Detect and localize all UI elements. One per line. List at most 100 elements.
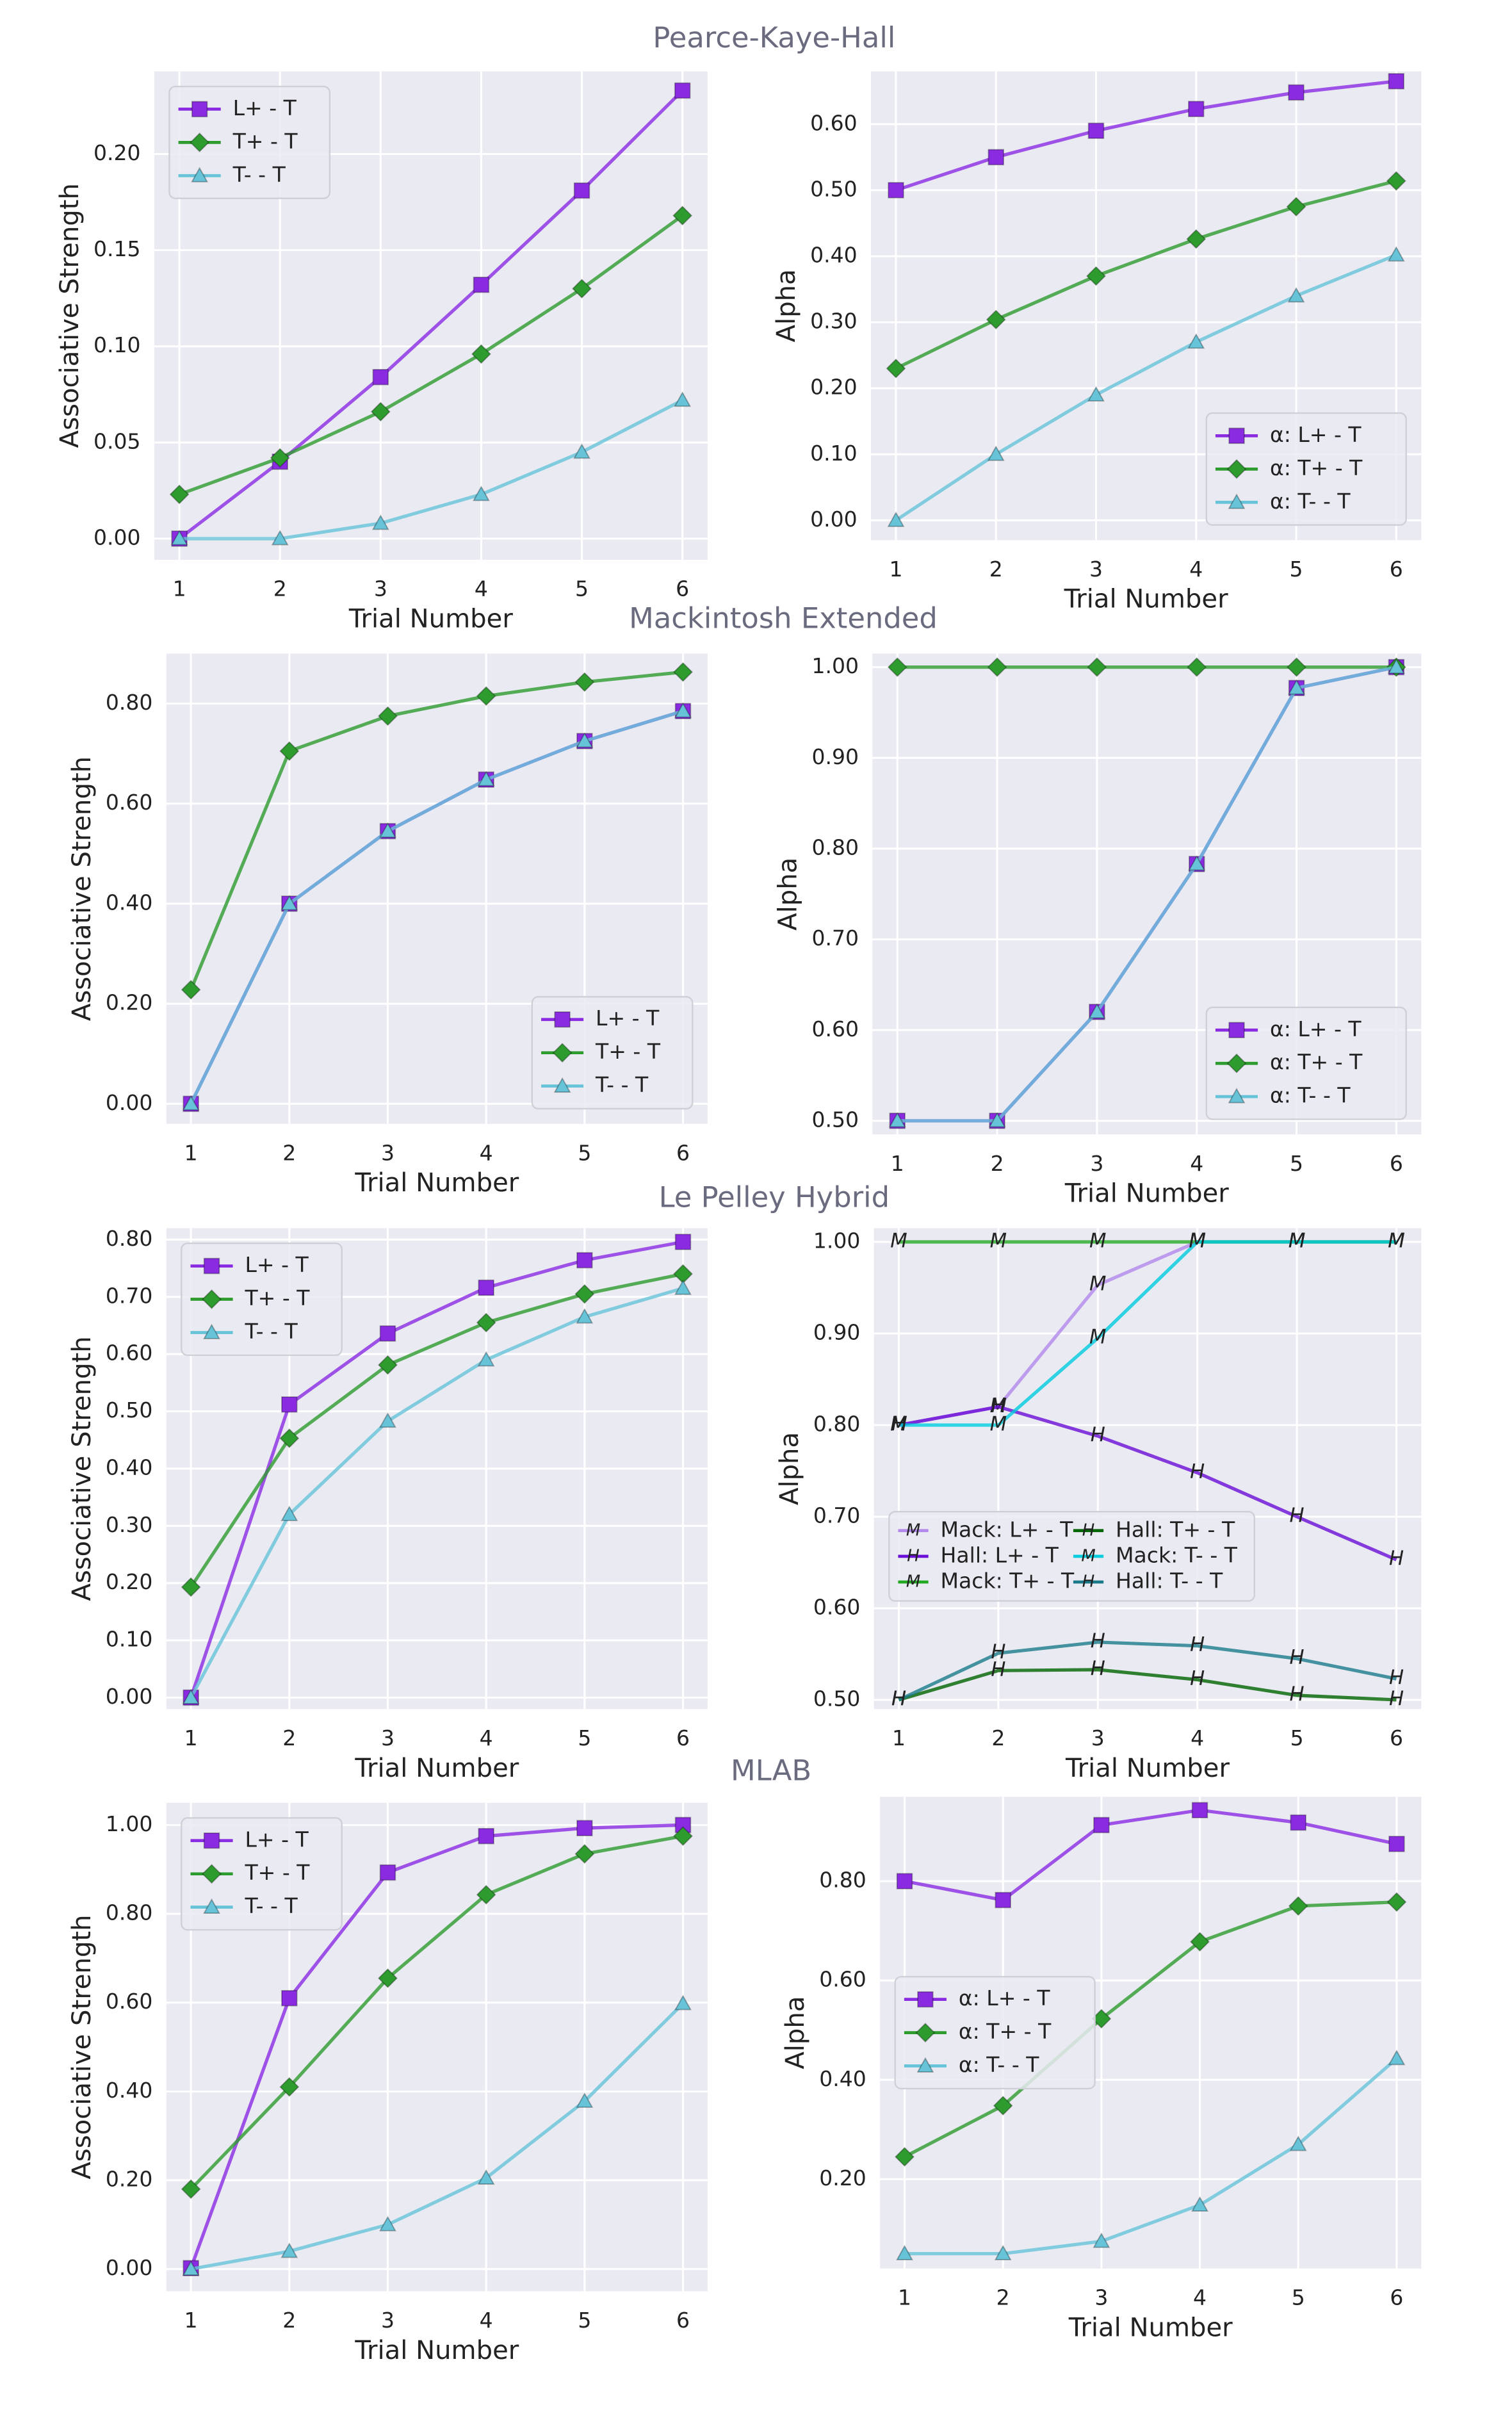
marker: M — [1388, 1230, 1404, 1253]
marker — [1086, 266, 1107, 286]
marker — [1187, 333, 1205, 349]
marker: H — [1082, 1521, 1095, 1540]
x-tick-label: 3 — [1090, 1151, 1103, 1176]
y-tick-label: 0.20 — [106, 1569, 153, 1594]
marker — [1188, 101, 1205, 117]
marker — [1228, 1022, 1245, 1039]
marker — [190, 132, 210, 152]
marker — [1388, 1836, 1405, 1852]
y-tick-label: 0.80 — [813, 1412, 861, 1437]
y-tick-label: 0.60 — [106, 790, 153, 815]
x-tick-label: 4 — [1190, 1151, 1203, 1176]
y-tick-label: 0.20 — [106, 2167, 153, 2192]
y-tick-label: 0.00 — [106, 1090, 153, 1115]
legend-box — [894, 1976, 1096, 2090]
x-tick-label: 4 — [480, 2308, 493, 2333]
x-tick-label: 5 — [1290, 1725, 1304, 1750]
marker — [1386, 171, 1406, 192]
marker — [202, 1289, 222, 1310]
series-line — [190, 1834, 683, 2190]
marker — [202, 1864, 222, 1884]
x-tick-label: 6 — [1390, 557, 1403, 582]
marker — [674, 702, 692, 718]
marker: H — [991, 1395, 1005, 1417]
series-line — [190, 2002, 685, 2271]
marker: M — [1288, 1230, 1305, 1253]
y-tick-label: 0.00 — [106, 1684, 153, 1709]
marker — [674, 391, 692, 407]
legend-label: L+ - T — [233, 95, 297, 120]
marker: H — [1091, 1658, 1105, 1680]
marker — [1228, 427, 1245, 444]
marker — [1289, 2135, 1307, 2151]
x-tick-label: 1 — [184, 2308, 198, 2333]
legend-label: α: L+ - T — [959, 1986, 1050, 2010]
y-tick-label: 0.80 — [106, 690, 153, 715]
marker — [672, 206, 693, 226]
marker — [1093, 2232, 1110, 2248]
x-tick-label: 1 — [173, 576, 186, 601]
x-tick-label: 6 — [676, 1140, 690, 1165]
legend-box — [181, 1817, 343, 1931]
marker — [477, 2169, 495, 2185]
x-tick-label: 3 — [381, 1725, 394, 1750]
y-tick-label: 0.50 — [811, 1107, 859, 1132]
x-axis-label: Trial Number — [1064, 1179, 1229, 1209]
marker — [674, 1279, 692, 1295]
legend-label: Mack: T- - T — [1116, 1542, 1238, 1567]
legend-label: α: L+ - T — [1270, 1016, 1362, 1041]
series-line — [189, 670, 683, 991]
legend-label: Mack: L+ - T — [941, 1517, 1074, 1542]
series-line — [179, 398, 683, 541]
marker — [895, 2146, 915, 2167]
legend-label: T+ - T — [244, 1860, 310, 1885]
legend-label: Hall: T+ - T — [1116, 1517, 1235, 1542]
marker — [379, 1325, 396, 1342]
x-tick-label: 5 — [575, 576, 589, 601]
marker — [203, 1898, 220, 1914]
marker — [1187, 657, 1207, 678]
x-axis-label: Trial Number — [354, 2336, 519, 2365]
x-tick-label: 4 — [1193, 2285, 1207, 2310]
series-line — [897, 665, 1397, 1123]
series-line — [895, 179, 1397, 370]
marker — [1228, 1088, 1246, 1104]
marker — [1088, 1003, 1106, 1019]
marker — [573, 443, 590, 459]
marker — [1093, 1816, 1110, 1834]
y-tick-label: 0.00 — [93, 525, 141, 550]
marker — [888, 182, 904, 199]
series-line — [189, 1272, 684, 1588]
marker — [181, 2179, 201, 2199]
legend-label: T- - T — [595, 1072, 649, 1097]
marker: H — [1389, 1548, 1404, 1570]
x-tick-label: 2 — [273, 576, 287, 601]
marker: H — [1091, 1424, 1105, 1447]
legend-label: α: T- - T — [1270, 489, 1351, 514]
y-tick-label: 0.15 — [93, 236, 141, 261]
marker — [370, 402, 391, 422]
marker: H — [1190, 1461, 1205, 1483]
y-tick-label: 0.10 — [810, 441, 858, 466]
x-tick-label: 6 — [1390, 1151, 1403, 1176]
y-tick-label: 0.20 — [810, 375, 858, 400]
x-tick-label: 1 — [184, 1140, 198, 1165]
y-tick-label: 0.00 — [106, 2255, 153, 2280]
x-axis-label: Trial Number — [1068, 2313, 1233, 2342]
y-tick-label: 0.60 — [819, 1967, 866, 1992]
marker — [1387, 246, 1405, 262]
series-line — [189, 709, 684, 1105]
marker — [473, 276, 490, 293]
x-tick-label: 3 — [374, 576, 387, 601]
marker — [887, 657, 907, 678]
marker — [673, 662, 694, 682]
marker — [371, 514, 389, 530]
marker — [1190, 1932, 1210, 1952]
marker — [1226, 1053, 1247, 1073]
y-tick-label: 0.20 — [819, 2165, 866, 2190]
x-tick-label: 4 — [475, 576, 488, 601]
marker — [915, 2023, 936, 2043]
series-line — [898, 1668, 1397, 1702]
marker — [1186, 229, 1207, 249]
